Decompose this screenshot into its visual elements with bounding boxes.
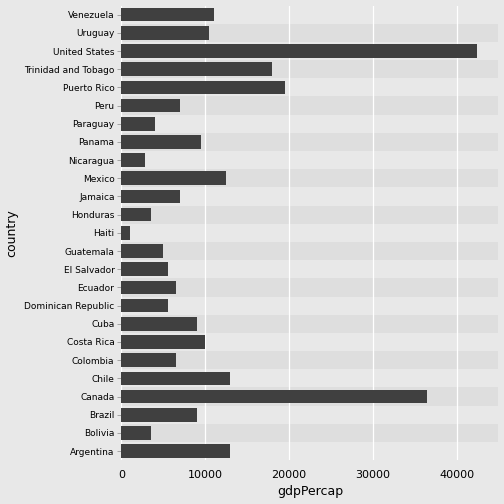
Bar [121, 335, 205, 349]
Bar [121, 371, 230, 385]
Bar [121, 242, 498, 260]
Bar [121, 153, 145, 167]
Bar [121, 353, 176, 367]
Bar [121, 171, 226, 185]
Bar [121, 444, 230, 458]
Bar [121, 115, 498, 133]
Bar [121, 408, 197, 421]
Y-axis label: country: country [6, 209, 19, 257]
Bar [121, 317, 197, 331]
Bar [121, 42, 498, 60]
Bar [121, 62, 272, 76]
Bar [121, 278, 498, 296]
Bar [121, 117, 155, 131]
Bar [121, 169, 498, 187]
Bar [121, 26, 209, 40]
Bar [121, 314, 498, 333]
Bar [121, 224, 498, 242]
Bar [121, 226, 130, 240]
Bar [121, 244, 163, 258]
Bar [121, 81, 285, 94]
Bar [121, 260, 498, 278]
Bar [121, 190, 180, 203]
Bar [121, 135, 201, 149]
Bar [121, 281, 176, 294]
Bar [121, 208, 151, 221]
Bar [121, 24, 498, 42]
Bar [121, 6, 498, 24]
Bar [121, 351, 498, 369]
Bar [121, 99, 180, 112]
Bar [121, 299, 167, 312]
Bar [121, 369, 498, 388]
Bar [121, 263, 167, 276]
Bar [121, 390, 427, 403]
Bar [121, 296, 498, 314]
Bar [121, 60, 498, 78]
Bar [121, 406, 498, 424]
Bar [121, 424, 498, 442]
Bar [121, 426, 151, 439]
Bar [121, 333, 498, 351]
Bar [121, 96, 498, 115]
Bar [121, 78, 498, 96]
Bar [121, 206, 498, 224]
Bar [121, 44, 477, 58]
Bar [121, 388, 498, 406]
X-axis label: gdpPercap: gdpPercap [277, 485, 343, 498]
Bar [121, 151, 498, 169]
Bar [121, 187, 498, 206]
Bar [121, 442, 498, 460]
Bar [121, 8, 214, 22]
Bar [121, 133, 498, 151]
